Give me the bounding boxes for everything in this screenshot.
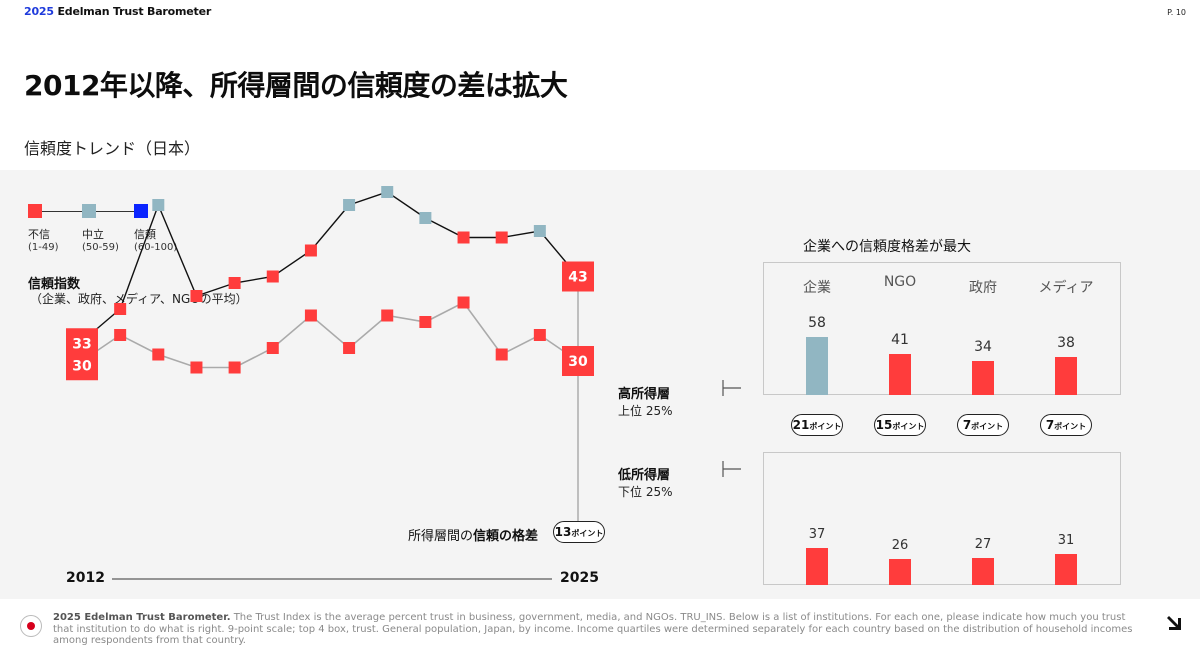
legend-swatch-neutral [82,204,96,218]
low-income-bar [972,558,994,585]
group-quartile: 上位 25% [618,404,673,418]
page-subtitle: 信頼度トレンド（日本） [24,139,201,158]
bar-chart-title: 企業への信頼度格差が最大 [803,239,971,255]
x-axis-start-label: 2012 [66,570,105,586]
gap-pill: 7ポイント [957,414,1009,436]
group-name: 高所得層 [618,387,671,402]
legend-item-distrust: 不信 (1-49) [28,228,59,254]
high-income-label: 高所得層 上位 25% [618,383,673,419]
gap-unit: ポイント [571,529,604,538]
gap-value: 7 [1045,418,1055,432]
gap-unit: ポイント [809,422,842,431]
legend-range: (50-59) [82,242,119,253]
legend-label: 信頼 [134,228,156,241]
institution-label: メディア [1038,280,1094,296]
high-income-bar [889,354,911,395]
institution-label: 企業 [803,280,831,296]
gap-pill: 21ポイント [791,414,843,436]
legend-item-trust: 信頼 (60-100) [134,228,177,254]
high-income-bar [972,361,994,395]
legend-item-neutral: 中立 (50-59) [82,228,119,254]
high-income-bar [1055,357,1077,395]
low-income-bar-value: 26 [891,538,909,553]
legend-range: (60-100) [134,242,178,253]
low-income-label: 低所得層 下位 25% [618,464,673,500]
low-income-bar-value: 31 [1057,533,1075,548]
high-income-bar-value: 38 [1057,335,1075,351]
gap-value: 21 [792,418,810,432]
low-income-bar [806,548,828,585]
arrow-down-right-icon[interactable] [1164,612,1186,634]
x-axis-end-label: 2025 [560,570,599,586]
high-income-bar-value: 41 [891,332,909,348]
group-quartile: 下位 25% [618,485,673,499]
japan-flag-icon [20,615,42,637]
gap-pill: 7ポイント [1040,414,1092,436]
gap-unit: ポイント [892,422,925,431]
gap-pill: 13ポイント [553,521,605,543]
brand-year: 2025 [24,5,54,18]
low-income-bar-value: 37 [808,527,826,542]
gap-label: 所得層間の信頼の格差 [408,525,538,544]
low-income-bar-value: 27 [974,537,992,552]
page-number: P. 10 [1167,8,1186,17]
legend-swatch-distrust [28,204,42,218]
gap-pill: 15ポイント [874,414,926,436]
gap-value: 15 [875,418,893,432]
bracket-icon [722,380,741,396]
gap-value: 13 [554,525,572,539]
footnote: 2025 Edelman Trust Barometer. The Trust … [53,612,1133,647]
low-income-bar [889,559,911,585]
legend-label: 中立 [82,228,104,241]
group-name: 低所得層 [618,468,671,483]
page-title: 2012年以降、所得層間の信頼度の差は拡大 [24,69,568,102]
trust-index-title: 信頼指数 [28,277,81,292]
flag-dot [27,622,35,630]
gap-unit: ポイント [971,422,1004,431]
legend-connector [42,211,82,212]
trust-index-subtitle: （企業、政府、メディア、NGOの平均） [30,292,248,306]
gap-unit: ポイント [1054,422,1087,431]
legend-label: 不信 [28,228,50,241]
legend-range: (1-49) [28,242,59,253]
gap-value: 7 [962,418,972,432]
low-income-bar [1055,554,1077,585]
footnote-lead: 2025 Edelman Trust Barometer. [53,612,231,623]
institution-label: 政府 [969,280,997,296]
high-income-bar [806,337,828,395]
legend-connector [96,211,134,212]
institution-label: NGO [883,274,917,290]
brand-name: Edelman Trust Barometer [57,5,212,18]
high-income-bar-value: 58 [808,315,826,331]
high-income-bar-value: 34 [974,339,992,355]
footnote-text: The Trust Index is the average percent t… [53,612,1133,646]
brand-logo: 2025 Edelman Trust Barometer [24,5,211,18]
bracket-icon [722,461,741,477]
gap-prefix: 所得層間の [408,529,474,544]
legend-swatch-trust [134,204,148,218]
gap-emphasis: 信頼の格差 [473,529,539,544]
